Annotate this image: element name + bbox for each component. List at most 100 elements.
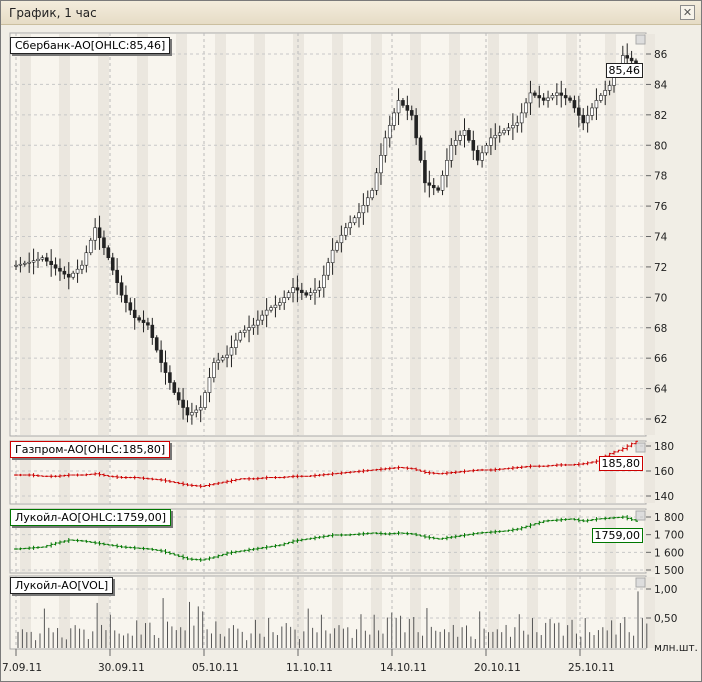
candle-body [322, 274, 326, 288]
candle-body [541, 97, 546, 101]
panel-0 [9, 32, 647, 437]
candle-body [181, 399, 185, 408]
last-value-sberbank: 85,46 [605, 63, 643, 78]
candle-body [102, 237, 106, 249]
day-stripe [332, 442, 343, 503]
candle-body [225, 354, 229, 358]
legend-lukoil[interactable]: Лукойл-АО[OHLC:1759,00] [10, 509, 172, 526]
candle-body [75, 268, 80, 274]
day-stripe [605, 442, 616, 503]
candle-body [533, 92, 537, 96]
day-stripe [332, 510, 343, 572]
candle-body [115, 269, 119, 283]
candle-body [220, 357, 225, 361]
candle-body [348, 222, 352, 229]
day-stripe [254, 510, 265, 572]
last-value-gazprom: 185,80 [598, 456, 643, 471]
candle-body [273, 304, 278, 308]
legend-lukoil-volume[interactable]: Лукойл-АО[VOL] [10, 577, 114, 594]
candle-body [150, 324, 155, 338]
axis-tick-label: 1,00 [654, 584, 677, 596]
candle-body [383, 137, 388, 156]
candle-body [36, 258, 40, 262]
close-icon[interactable]: ✕ [680, 5, 695, 20]
day-stripe [254, 442, 265, 503]
candle-body [212, 362, 216, 378]
candle-body [471, 140, 476, 151]
candle-body [128, 302, 133, 311]
candle-body [317, 287, 322, 291]
candle-body [62, 270, 67, 275]
day-stripe [137, 442, 148, 503]
candle-body [581, 115, 586, 124]
candle-body [387, 125, 392, 139]
candle-body [291, 287, 295, 293]
candle-body [44, 257, 49, 262]
candle-body [555, 92, 559, 96]
day-stripe [215, 577, 226, 648]
candle-body [154, 337, 159, 351]
candle-body [256, 319, 260, 326]
candle-body [423, 160, 427, 184]
candle-body [528, 92, 533, 104]
axis-tick-label: 74 [654, 232, 668, 244]
candle-body [343, 227, 348, 236]
candle-body [418, 137, 423, 161]
candle-body [269, 307, 273, 311]
day-stripe [332, 577, 343, 648]
day-stripe [137, 577, 148, 648]
candle-body [339, 234, 344, 244]
day-stripe [332, 34, 343, 435]
axis-tick-label: 66 [654, 353, 668, 365]
day-stripe [566, 577, 577, 648]
candle-body [453, 140, 458, 146]
day-stripe [371, 34, 382, 435]
axis-tick-label: 64 [654, 384, 668, 396]
candle-body [251, 324, 256, 328]
candle-body [106, 247, 111, 259]
candle-body [194, 409, 199, 413]
candle-body [40, 257, 45, 260]
candle-body [31, 260, 36, 263]
candle-body [286, 292, 291, 298]
candle-body [449, 145, 454, 161]
axis-tick-label: 68 [654, 323, 667, 335]
legend-sberbank[interactable]: Сбербанк-АО[OHLC:85,46] [10, 37, 171, 54]
candle-body [519, 112, 524, 124]
candle-body [264, 309, 269, 316]
day-stripe [371, 442, 382, 503]
candle-body [207, 377, 212, 393]
day-stripe [98, 510, 109, 572]
day-stripe [644, 510, 655, 572]
candle-body [590, 107, 594, 116]
axis-tick-label: 84 [654, 79, 668, 91]
day-stripe [176, 34, 187, 435]
candle-body [594, 100, 599, 109]
candle-body [172, 382, 177, 393]
candle-body [427, 182, 432, 186]
candle-body [396, 100, 401, 114]
candle-body [577, 107, 581, 116]
candle-body [84, 252, 89, 266]
day-stripe [20, 577, 31, 648]
chart-area[interactable]: 86 84 82 80 78 76 74 72 70 68 66 64 62 180 160 140 1 800… [1, 26, 701, 682]
candle-body [352, 217, 357, 224]
candle-body [203, 392, 207, 408]
legend-gazprom[interactable]: Газпром-АО[OHLC:185,80] [10, 441, 171, 458]
candle-body [405, 105, 410, 111]
day-stripe [644, 442, 655, 503]
candle-body [198, 407, 203, 411]
panel-close-icon [635, 577, 646, 588]
candle-body [563, 95, 568, 99]
date-label: 11.10.11 [286, 662, 333, 674]
day-stripe [488, 442, 499, 503]
candle-body [357, 212, 361, 219]
candle-body [475, 150, 480, 161]
axis-tick-label: 1 800 [654, 512, 684, 524]
day-stripe [215, 34, 226, 435]
day-stripe [215, 510, 226, 572]
candle-body [603, 90, 608, 96]
axis-tick-label: 1 500 [654, 565, 684, 577]
date-label: 14.10.11 [380, 662, 427, 674]
candle-body [330, 249, 335, 264]
